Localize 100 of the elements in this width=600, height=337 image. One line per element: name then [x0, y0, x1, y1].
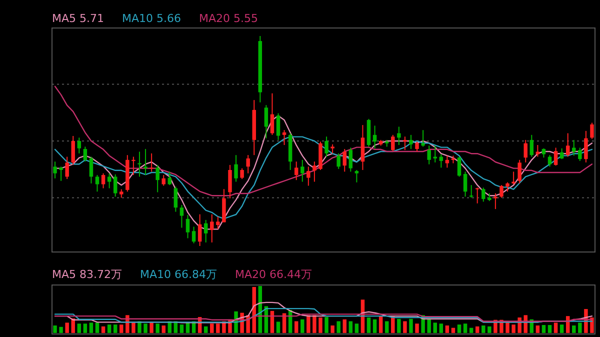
candlestick [566, 132, 570, 158]
candlestick [132, 156, 136, 176]
candlestick [216, 216, 220, 230]
bar [107, 324, 112, 333]
bar [53, 325, 57, 333]
bar [384, 321, 389, 333]
candlestick [174, 186, 178, 212]
bar [391, 316, 395, 333]
bar [403, 321, 407, 333]
candlestick [113, 174, 118, 198]
bar [216, 324, 220, 333]
candlestick [204, 219, 208, 243]
candlestick [222, 188, 226, 223]
candlestick [560, 148, 564, 160]
candlestick [77, 137, 82, 154]
text: MA5 5.71 [52, 12, 104, 25]
bar [330, 325, 334, 333]
bar [113, 324, 118, 333]
candlestick [156, 164, 160, 193]
bar [132, 322, 136, 333]
bar [397, 318, 401, 333]
candlestick [372, 125, 377, 149]
candlestick [240, 168, 244, 180]
bar [536, 325, 540, 333]
candlestick [590, 122, 594, 140]
candlestick [270, 92, 274, 136]
candlestick [391, 134, 395, 152]
candlestick [246, 154, 250, 174]
candlestick [421, 130, 425, 148]
bar [306, 315, 310, 333]
candlestick [186, 214, 190, 239]
candlestick [500, 184, 504, 198]
bar [451, 328, 456, 333]
candlestick [336, 152, 340, 170]
candlestick [180, 204, 184, 228]
candlestick [228, 164, 232, 199]
bar [488, 326, 492, 333]
candlestick [342, 148, 346, 172]
candlestick [83, 146, 88, 162]
candlestick [578, 147, 582, 162]
bar [378, 316, 383, 333]
candlestick [536, 144, 540, 158]
bar [572, 325, 576, 333]
candlestick [192, 226, 196, 244]
candlestick [445, 155, 450, 168]
bar [83, 324, 88, 333]
bar [463, 324, 468, 333]
bar [150, 322, 154, 333]
candlestick [150, 152, 154, 172]
bar [252, 286, 256, 333]
candlestick [107, 172, 112, 189]
candlestick [584, 130, 588, 163]
candlestick [494, 192, 498, 210]
bar [162, 325, 166, 333]
bar [427, 319, 431, 333]
bar [554, 322, 558, 333]
candlestick [101, 172, 106, 189]
candlestick [306, 166, 310, 186]
bar [294, 321, 298, 333]
candlestick [59, 166, 63, 182]
candlestick [89, 156, 94, 184]
bar [144, 324, 148, 333]
bar [89, 322, 94, 333]
bar [95, 322, 100, 333]
bar [506, 322, 510, 333]
candlestick [463, 171, 468, 198]
candlestick [348, 147, 353, 172]
bar [415, 324, 419, 333]
candlestick [360, 124, 365, 170]
bar [324, 317, 328, 333]
candlestick [457, 156, 462, 178]
candlestick [330, 144, 334, 154]
bar [77, 324, 82, 333]
bar [180, 324, 184, 333]
candlestick [572, 139, 576, 156]
bar [457, 324, 462, 333]
candlestick [198, 214, 202, 246]
candlestick [415, 141, 419, 152]
candlestick [524, 139, 528, 163]
candlestick [518, 159, 522, 184]
bar [348, 321, 353, 333]
bar [548, 325, 552, 333]
candlestick [65, 156, 69, 180]
text: MA10 5.66 [122, 12, 182, 25]
bar [156, 324, 160, 333]
candlestick [554, 147, 558, 166]
bar [354, 324, 359, 333]
bar [482, 325, 486, 333]
bar [71, 318, 75, 333]
candlestick [506, 182, 510, 192]
candlestick [324, 136, 328, 158]
candlestick [548, 154, 552, 168]
candlestick [294, 161, 298, 181]
bar [469, 328, 474, 333]
candlestick [95, 174, 100, 192]
candlestick [409, 134, 413, 150]
candlestick [71, 135, 75, 166]
bar [578, 322, 582, 333]
bar [276, 322, 280, 333]
bar [366, 317, 371, 333]
